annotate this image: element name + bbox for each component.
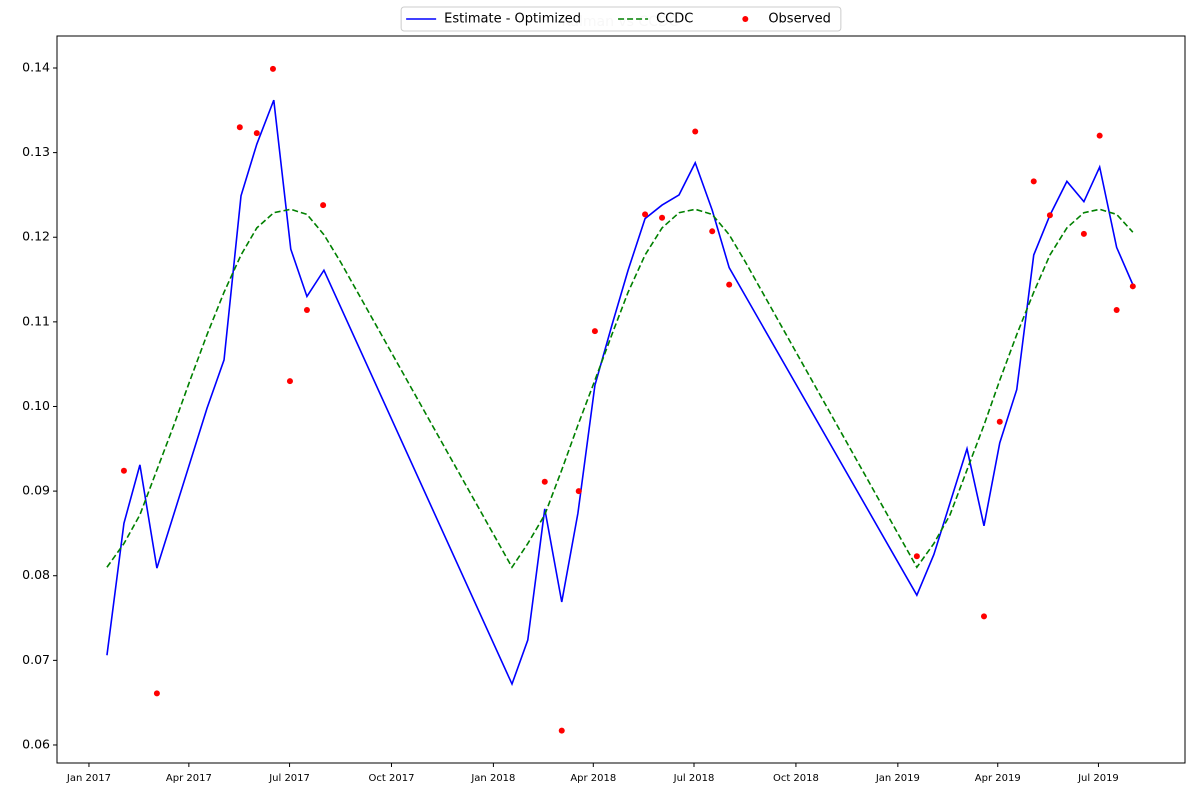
observed-point: [269, 65, 276, 72]
observed-point: [286, 378, 293, 385]
x-tick-label: Apr 2019: [975, 773, 1021, 784]
observed-point: [591, 328, 598, 335]
legend-label: Observed: [768, 12, 831, 27]
observed-point: [659, 214, 666, 221]
plot-frame: [56, 35, 1186, 764]
observed-point: [642, 211, 649, 218]
observed-point: [709, 228, 716, 235]
observed-point: [120, 467, 127, 474]
observed-point: [153, 690, 160, 697]
x-tick-label: Jan 2018: [470, 773, 515, 784]
legend-label: Estimate - Optimized: [444, 12, 581, 27]
y-tick-label: 0.13: [22, 144, 50, 159]
x-tick-label: Jul 2019: [1077, 773, 1119, 784]
observed-point: [913, 553, 920, 560]
x-tick-label: Jul 2018: [673, 773, 715, 784]
legend-item: Estimate - Optimized: [406, 12, 581, 27]
observed-point: [303, 307, 310, 314]
observed-point: [726, 281, 733, 288]
observed-point: [320, 202, 327, 209]
observed-point: [1030, 178, 1037, 185]
y-tick-label: 0.10: [22, 398, 50, 413]
y-tick-label: 0.07: [22, 652, 50, 667]
x-tick-label: Oct 2018: [773, 773, 819, 784]
observed-point: [1096, 132, 1103, 139]
y-tick-label: 0.14: [22, 59, 50, 74]
observed-point: [236, 124, 243, 131]
y-tick-label: 0.06: [22, 736, 50, 751]
y-tick-label: 0.11: [22, 313, 50, 328]
series-line: [106, 208, 1134, 569]
series-line: [106, 99, 1134, 687]
legend-marker: [742, 16, 749, 22]
x-tick-label: Apr 2017: [166, 773, 212, 784]
observed-point: [1046, 212, 1053, 219]
x-tick-label: Jan 2017: [66, 773, 111, 784]
observed-point: [575, 488, 582, 495]
observed-point: [996, 418, 1003, 425]
observed-point: [558, 727, 565, 734]
x-tick-label: Jan 2019: [875, 773, 920, 784]
y-tick-label: 0.08: [22, 567, 50, 582]
y-tick-label: 0.09: [22, 483, 50, 498]
observed-point: [692, 128, 699, 135]
legend: Estimate - Optimized CCDC Observed: [400, 6, 842, 32]
legend-item: Observed: [742, 12, 831, 27]
observed-point: [541, 478, 548, 485]
observed-point: [1113, 307, 1120, 314]
y-tick-label: 0.12: [22, 229, 50, 244]
observed-point: [1080, 230, 1087, 237]
x-tick-label: Oct 2017: [369, 773, 415, 784]
observed-point: [980, 613, 987, 620]
x-tick-label: Apr 2018: [570, 773, 616, 784]
legend-label: CCDC: [656, 12, 693, 27]
legend-item: CCDC: [618, 12, 693, 27]
observed-point: [253, 130, 260, 137]
x-tick-label: Jul 2017: [268, 773, 310, 784]
observed-point: [1129, 283, 1136, 290]
